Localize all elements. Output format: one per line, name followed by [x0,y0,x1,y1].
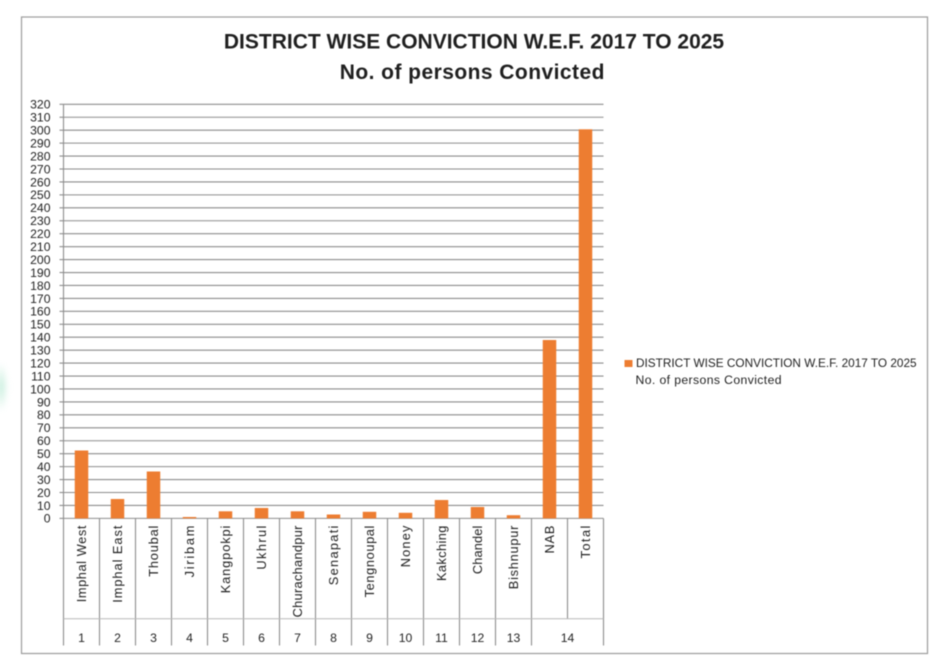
svg-text:Imphal East: Imphal East [110,525,125,603]
svg-text:14: 14 [561,631,575,645]
svg-text:4: 4 [186,631,193,645]
svg-text:Tengnoupal: Tengnoupal [362,526,377,598]
svg-text:130: 130 [30,344,51,358]
svg-text:No. of persons Convicted: No. of persons Convicted [636,373,782,387]
svg-text:190: 190 [30,266,51,280]
svg-text:100: 100 [30,382,51,396]
svg-text:1: 1 [78,631,85,645]
svg-text:9: 9 [366,631,373,645]
svg-text:30: 30 [37,473,51,487]
svg-text:Kakching: Kakching [434,526,449,581]
svg-text:320: 320 [30,98,51,112]
svg-text:Churachandpur: Churachandpur [290,525,305,618]
svg-text:DISTRICT WISE CONVICTION W.E.F: DISTRICT WISE CONVICTION W.E.F. 2017 TO … [224,31,725,54]
svg-text:80: 80 [37,408,51,422]
svg-text:Chandel: Chandel [470,526,485,575]
svg-text:300: 300 [30,124,51,138]
svg-text:12: 12 [471,631,485,645]
svg-text:Jiribam: Jiribam [182,526,197,578]
svg-text:310: 310 [30,111,51,125]
svg-text:10: 10 [399,631,413,645]
svg-text:0: 0 [44,512,51,526]
svg-text:7: 7 [294,631,301,645]
svg-text:70: 70 [37,421,51,435]
svg-text:150: 150 [30,318,51,332]
svg-text:250: 250 [30,188,51,202]
svg-text:DISTRICT WISE CONVICTION W.E.F: DISTRICT WISE CONVICTION W.E.F. 2017 TO … [636,356,917,370]
svg-text:50: 50 [37,447,51,461]
svg-text:10: 10 [37,499,51,513]
svg-text:170: 170 [30,292,51,306]
svg-text:6: 6 [258,631,265,645]
svg-text:160: 160 [30,305,51,319]
svg-text:2: 2 [114,631,121,645]
svg-text:Kangpokpi: Kangpokpi [218,526,233,594]
svg-text:290: 290 [30,136,51,150]
svg-text:200: 200 [30,253,51,267]
svg-text:8: 8 [330,631,337,645]
svg-text:No. of persons Convicted: No. of persons Convicted [340,61,605,84]
svg-text:120: 120 [30,356,51,370]
svg-text:180: 180 [30,279,51,293]
svg-text:20: 20 [37,486,51,500]
svg-text:140: 140 [30,331,51,345]
svg-text:Bishnupur: Bishnupur [506,525,521,589]
svg-text:60: 60 [37,434,51,448]
svg-text:Ukhrul: Ukhrul [254,526,269,570]
svg-text:210: 210 [30,240,51,254]
svg-text:13: 13 [507,631,521,645]
svg-text:260: 260 [30,175,51,189]
svg-text:230: 230 [30,214,51,228]
svg-text:270: 270 [30,162,51,176]
svg-text:3: 3 [150,631,157,645]
svg-text:Thoubal: Thoubal [146,526,161,577]
svg-text:Total: Total [578,526,593,559]
svg-text:11: 11 [435,631,448,645]
svg-text:Senapati: Senapati [326,526,341,586]
svg-text:220: 220 [30,227,51,241]
svg-text:40: 40 [37,460,51,474]
svg-text:240: 240 [30,201,51,215]
svg-text:280: 280 [30,149,51,163]
svg-text:Noney: Noney [398,525,413,567]
svg-text:Imphal West: Imphal West [74,525,89,602]
svg-text:110: 110 [31,369,51,383]
svg-text:5: 5 [222,631,229,645]
svg-text:NAB: NAB [542,526,557,554]
svg-text:90: 90 [37,395,51,409]
